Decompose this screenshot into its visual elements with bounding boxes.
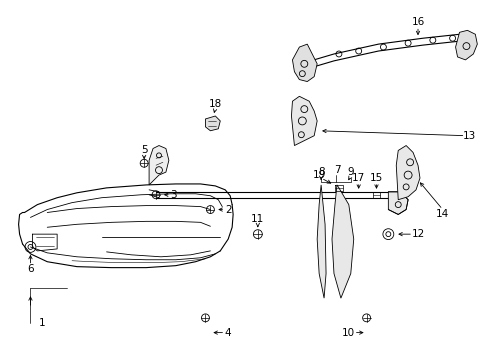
Text: 12: 12 [410, 229, 424, 239]
Text: 14: 14 [435, 210, 448, 220]
Text: 1: 1 [39, 318, 45, 328]
Text: 9: 9 [347, 167, 353, 177]
Text: 3: 3 [170, 190, 177, 200]
Text: 8: 8 [317, 167, 324, 177]
Polygon shape [395, 145, 419, 200]
Polygon shape [387, 192, 407, 215]
Text: 10: 10 [342, 328, 355, 338]
Text: 7: 7 [333, 165, 340, 175]
Text: 15: 15 [369, 173, 382, 183]
Text: 17: 17 [351, 173, 365, 183]
Polygon shape [291, 96, 317, 145]
Text: 11: 11 [251, 215, 264, 224]
Text: 18: 18 [208, 99, 222, 109]
Text: 5: 5 [141, 145, 147, 156]
Polygon shape [205, 116, 220, 131]
Text: 19: 19 [312, 170, 325, 180]
Polygon shape [455, 30, 476, 60]
Text: 2: 2 [224, 204, 231, 215]
Polygon shape [149, 145, 168, 185]
Polygon shape [331, 185, 353, 298]
Polygon shape [292, 44, 317, 82]
Text: 4: 4 [224, 328, 231, 338]
Text: 13: 13 [462, 131, 475, 141]
Polygon shape [317, 185, 325, 298]
Text: 6: 6 [27, 264, 34, 274]
Text: 16: 16 [410, 18, 424, 27]
